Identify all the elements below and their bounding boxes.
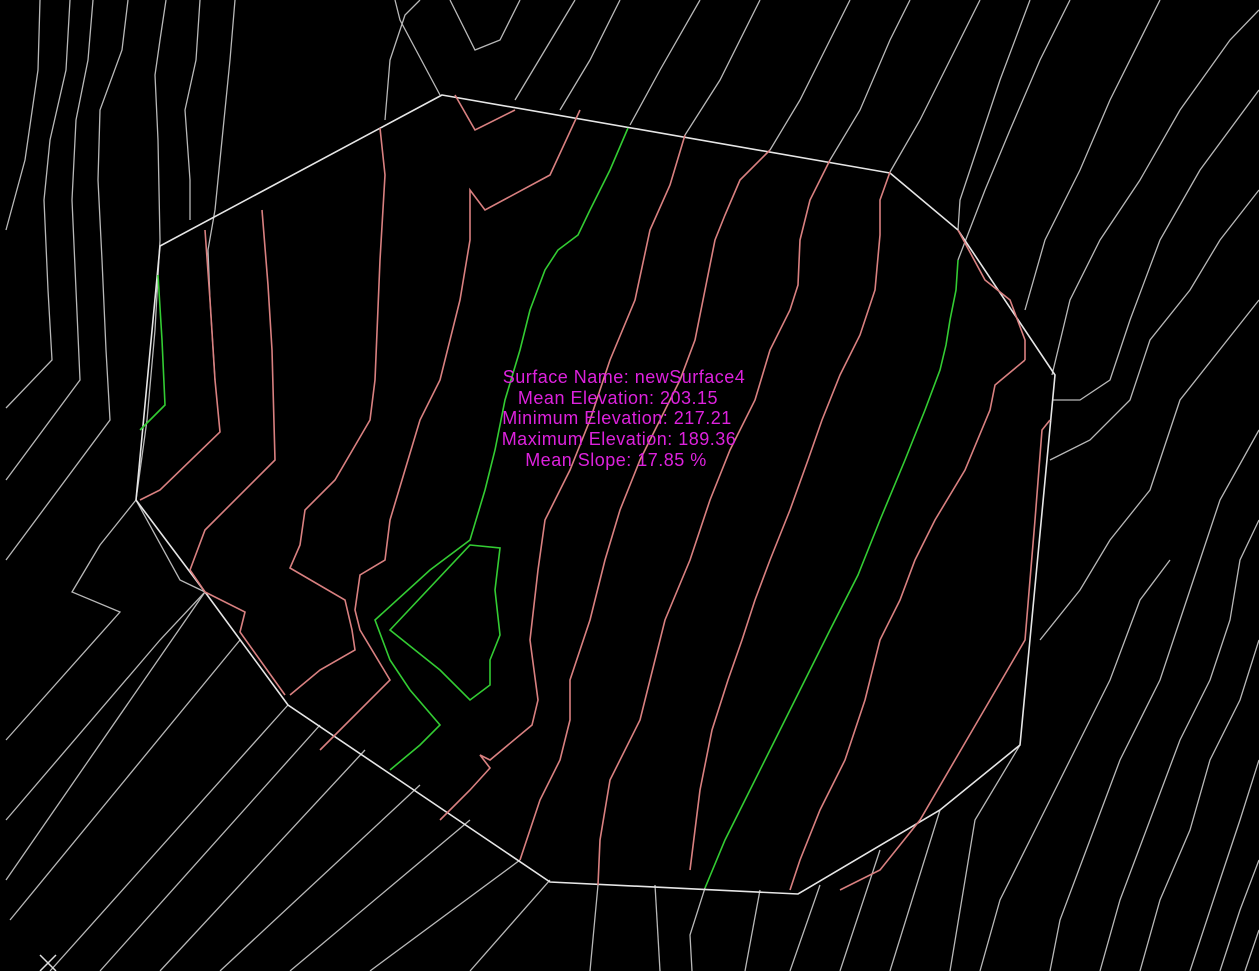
- minor-contour: [288, 127, 386, 696]
- minor-contour: [189, 209, 286, 696]
- existing-contour: [514, 0, 576, 101]
- existing-contour: [5, 239, 161, 741]
- existing-contour: [559, 0, 621, 111]
- surface-name-text: Surface Name: newSurface4: [503, 367, 746, 387]
- existing-contour: [9, 639, 241, 921]
- minor-contour: [789, 359, 1026, 891]
- existing-contour: [5, 0, 41, 231]
- major-contour: [704, 259, 959, 889]
- existing-contour: [689, 887, 706, 971]
- existing-contour: [5, 0, 71, 409]
- existing-contour: [5, 591, 206, 881]
- existing-contour: [449, 0, 521, 51]
- existing-contour: [629, 0, 701, 126]
- surface-info-label[interactable]: Surface Name: newSurface4 Mean Elevation…: [502, 367, 746, 470]
- existing-contour: [384, 0, 421, 121]
- existing-contour: [154, 0, 167, 241]
- existing-contour: [654, 884, 661, 971]
- existing-contour: [889, 0, 981, 173]
- minor-contours: [139, 94, 1051, 891]
- minor-contour: [957, 229, 1026, 360]
- existing-contours: [5, 0, 1259, 971]
- major-contour: [139, 274, 166, 431]
- mean-elevation-text: Mean Elevation: 203.15: [518, 388, 718, 408]
- existing-contour: [1049, 429, 1259, 971]
- existing-contour: [1024, 0, 1161, 311]
- minor-contour: [689, 171, 891, 871]
- minor-contour: [139, 229, 221, 501]
- existing-contour: [1219, 859, 1259, 971]
- existing-contour: [829, 0, 911, 161]
- existing-contour: [839, 849, 881, 971]
- existing-contour: [394, 0, 441, 96]
- existing-contour: [1099, 519, 1259, 971]
- minor-contour: [597, 159, 831, 886]
- existing-contour: [589, 884, 599, 971]
- ucs-x-icon: [39, 954, 57, 971]
- major-contours: [139, 127, 959, 889]
- existing-contour: [1052, 89, 1259, 401]
- existing-contour: [5, 0, 94, 481]
- existing-contour: [744, 889, 761, 971]
- minor-contour: [439, 134, 686, 821]
- existing-contour: [979, 559, 1171, 971]
- minor-contour: [319, 109, 581, 751]
- existing-contour: [49, 704, 289, 971]
- existing-contour: [769, 0, 851, 151]
- existing-contour: [1051, 9, 1259, 376]
- existing-contour: [789, 884, 821, 971]
- maximum-elevation-text: Maximum Elevation: 189.36: [502, 429, 737, 449]
- existing-contour: [957, 0, 1031, 231]
- existing-contour: [369, 859, 521, 971]
- existing-contour: [1139, 639, 1259, 971]
- existing-contour: [1039, 299, 1259, 641]
- existing-contour: [1244, 929, 1259, 971]
- existing-contour: [289, 819, 471, 971]
- existing-contour: [184, 0, 201, 220]
- major-contour-closed: [388, 544, 501, 702]
- existing-contour: [684, 0, 761, 136]
- minor-contour: [839, 419, 1051, 891]
- minor-contour: [454, 94, 516, 132]
- major-contour: [374, 127, 629, 771]
- existing-contour: [1189, 759, 1259, 971]
- existing-contour: [957, 0, 1071, 261]
- existing-contour: [889, 809, 941, 971]
- existing-contour: [949, 744, 1021, 971]
- mean-slope-text: Mean Slope: 17.85 %: [525, 450, 707, 470]
- existing-contour: [99, 724, 321, 971]
- minor-contour: [519, 149, 771, 861]
- existing-contour: [5, 0, 129, 561]
- existing-contour: [469, 879, 551, 971]
- existing-contour: [219, 784, 421, 971]
- existing-contour: [1049, 189, 1259, 461]
- minimum-elevation-text: Minimum Elevation: 217.21: [502, 408, 732, 428]
- existing-contour: [159, 749, 366, 971]
